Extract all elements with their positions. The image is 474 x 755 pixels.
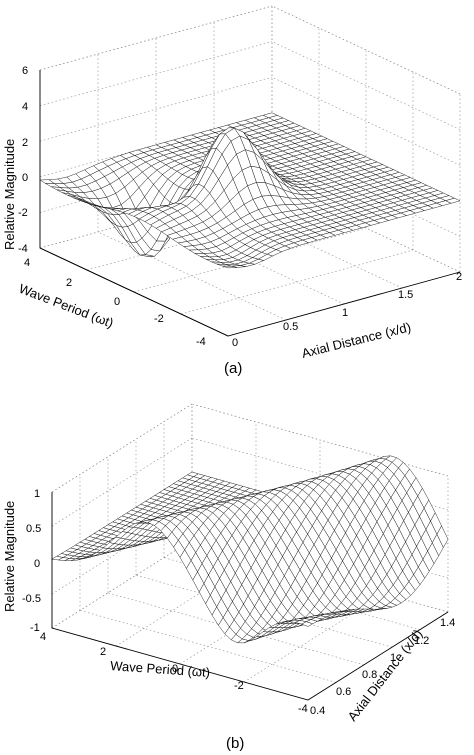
chart-a-box [39,70,461,337]
chart-b-z-tick: 0 [34,558,40,570]
chart-b-x-ticks: 4 2 0 -2 -4 [40,631,308,715]
chart-a-z-tick: 4 [22,101,28,113]
chart-a-y-tick: 0 [232,337,238,349]
chart-b-x-tick: -4 [298,703,308,715]
chart-a-x-tick: -2 [154,313,164,325]
chart-b-caption: (b) [226,735,244,752]
chart-a-z-tick: 0 [22,172,28,184]
grid-line [180,249,414,315]
chart-b-z-ticks: 1 0.5 0 -0.5 -1 [22,488,41,634]
chart-b-box [51,492,449,701]
grid-line [271,5,461,95]
chart-a-x-tick: 0 [114,296,120,308]
chart-b-z-label: Relative Magnitude [2,501,17,612]
grid-line [79,610,337,683]
chart-a-y-tick: 1.5 [398,289,413,301]
chart-b-y-tick: 0.6 [336,686,351,698]
surface-cell [301,621,314,627]
chart-a-z-tick: 6 [22,65,28,77]
grid-line [39,5,273,71]
chart-a-z-tick: 2 [22,137,28,149]
grid-line [97,231,287,321]
chart-a-x-tick: -4 [196,336,206,348]
chart-a-y-ticks: 0 0.5 1 1.5 2 [232,271,462,349]
chart-a-y-tick: 2 [456,271,462,283]
chart-b-y-ticks: 0.4 0.6 0.8 1 1.2 1.4 [310,617,455,717]
chart-b-x-tick: 0 [172,663,178,675]
chart-b-z-tick: -1 [30,622,40,634]
chart-a-y-tick: 0.5 [283,321,298,333]
chart-b: 1 0.5 0 -0.5 -1 4 2 0 -2 -4 0.4 0.6 0.8 … [2,403,455,752]
chart-b-y-tick: 0.4 [310,705,325,717]
chart-b-surface [51,455,449,644]
chart-a-z-label: Relative Magnitude [2,139,17,250]
chart-b-y-tick: 1.4 [440,617,455,629]
chart-a-surface [39,112,461,269]
grid-line [191,403,449,477]
grid-line [39,76,273,142]
chart-b-y-tick: 1.2 [414,635,429,647]
chart-a-x-ticks: 4 2 0 -2 -4 [24,257,206,348]
chart-b-x-label: Wave Period (ωt) [110,658,211,680]
chart-b-y-label: Axial Distance (x/d) [345,626,426,723]
chart-a-x-tick: 4 [24,257,30,269]
chart-b-z-tick: 0.5 [26,523,41,535]
surface-cell [222,265,237,269]
chart-a: 6 4 2 0 -2 -4 4 2 0 -2 -4 0 0.5 1 1.5 2 … [2,5,462,377]
chart-b-y-tick: 0.8 [362,669,377,681]
chart-b-x-tick: 4 [40,631,46,643]
chart-a-z-tick: -4 [18,243,28,255]
chart-b-z-tick: -0.5 [22,593,41,605]
chart-a-z-tick: -2 [18,207,28,219]
chart-b-x-tick: -2 [234,680,244,692]
chart-a-y-tick: 1 [342,307,348,319]
grid-line [39,41,273,106]
chart-b-y-tick: 1 [390,652,396,664]
chart-a-caption: (a) [224,360,242,377]
chart-b-z-tick: 1 [34,488,40,500]
grid-line [51,403,193,493]
chart-a-y-label: Axial Distance (x/d) [300,319,412,361]
chart-b-x-tick: 2 [100,646,106,658]
chart-a-x-tick: 2 [66,277,72,289]
grid-line [271,41,461,130]
grid-line [271,76,461,166]
chart-a-z-ticks: 6 4 2 0 -2 -4 [18,65,28,255]
